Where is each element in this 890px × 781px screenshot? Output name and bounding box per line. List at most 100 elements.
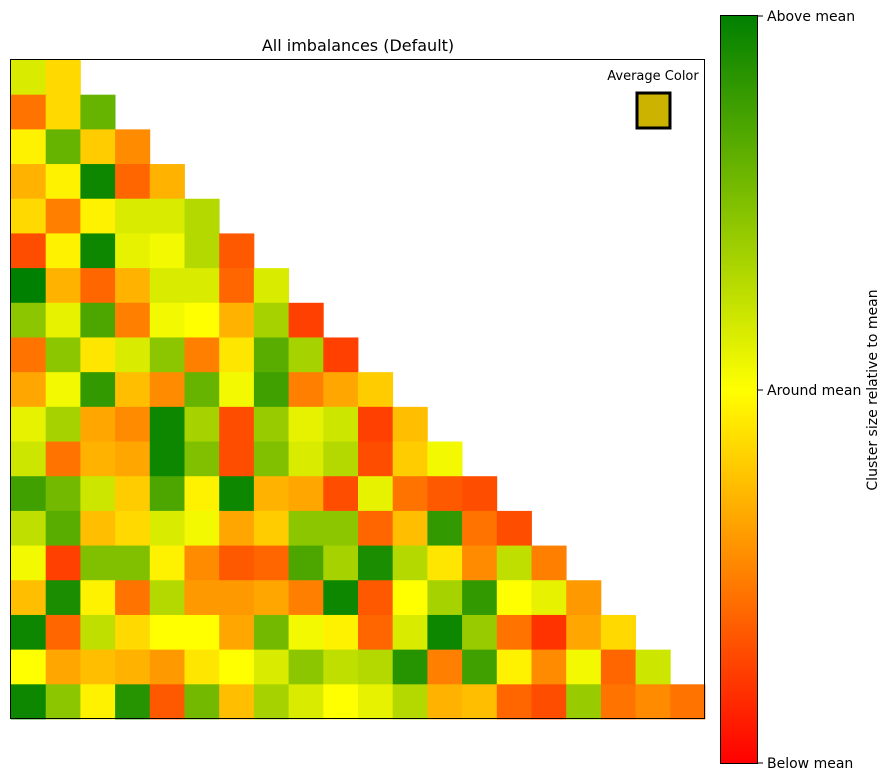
heatmap-cell-r8-c7 — [253, 337, 289, 373]
heatmap-cell-r2-c0 — [11, 129, 47, 165]
heatmap-cell-r13-c12 — [427, 510, 463, 546]
heatmap-cell-r18-c15 — [531, 684, 567, 720]
heatmap-cell-r15-c1 — [45, 580, 81, 616]
heatmap-cell-r8-c8 — [288, 337, 324, 373]
heatmap-cell-r13-c13 — [462, 510, 498, 546]
heatmap-cell-r0-c0 — [11, 60, 47, 96]
heatmap-cell-r8-c4 — [149, 337, 185, 373]
colorbar-tick-above-mean: Above mean — [767, 9, 855, 25]
heatmap-cell-r18-c19 — [670, 684, 706, 720]
heatmap-cell-r16-c7 — [253, 614, 289, 651]
heatmap-cell-r11-c9 — [323, 441, 359, 477]
colorbar-tick-around-mean: Around mean — [767, 383, 861, 399]
heatmap-cell-r11-c11 — [392, 441, 428, 477]
heatmap-cell-r6-c6 — [219, 268, 255, 304]
heatmap-cell-r12-c11 — [392, 476, 428, 512]
heatmap-cell-r12-c3 — [115, 476, 151, 512]
heatmap-cell-r8-c1 — [45, 337, 81, 373]
heatmap-cell-r8-c0 — [11, 337, 47, 373]
heatmap-cell-r5-c0 — [11, 233, 47, 269]
heatmap-cell-r10-c2 — [80, 406, 116, 442]
heatmap-cell-r18-c9 — [323, 684, 359, 720]
heatmap-cell-r15-c6 — [219, 580, 255, 616]
colorbar-label: Cluster size relative to mean — [865, 289, 881, 490]
heatmap-cell-r15-c3 — [115, 580, 151, 616]
heatmap-cell-r13-c9 — [323, 510, 359, 546]
heatmap-cell-r7-c3 — [115, 302, 151, 338]
heatmap-cell-r16-c3 — [115, 614, 151, 651]
heatmap-cell-r17-c2 — [80, 649, 116, 685]
heatmap-cell-r14-c14 — [496, 545, 532, 581]
heatmap-cell-r18-c4 — [149, 684, 185, 720]
heatmap-cell-r17-c11 — [392, 649, 428, 685]
heatmap-cell-r12-c6 — [219, 476, 255, 512]
heatmap-cell-r2-c1 — [45, 129, 81, 165]
plot-frame — [10, 59, 705, 719]
average-color-swatch — [635, 91, 672, 130]
heatmap-cell-r5-c2 — [80, 233, 116, 269]
heatmap-cell-r14-c15 — [531, 545, 567, 581]
heatmap-cell-r3-c3 — [115, 164, 151, 200]
heatmap-cell-r17-c14 — [496, 649, 532, 685]
heatmap-cell-r15-c5 — [184, 580, 220, 616]
heatmap-cell-r9-c7 — [253, 372, 289, 408]
heatmap-cell-r17-c17 — [600, 649, 636, 685]
heatmap-cell-r11-c6 — [219, 441, 255, 477]
heatmap-cell-r11-c5 — [184, 441, 220, 477]
heatmap-cell-r18-c3 — [115, 684, 151, 720]
heatmap-cell-r12-c12 — [427, 476, 463, 512]
heatmap-cell-r9-c2 — [80, 372, 116, 408]
heatmap-cell-r11-c1 — [45, 441, 81, 477]
heatmap-cell-r2-c2 — [80, 129, 116, 165]
heatmap-cell-r10-c3 — [115, 406, 151, 442]
heatmap-cell-r11-c0 — [11, 441, 47, 477]
heatmap-cell-r14-c3 — [115, 545, 151, 581]
heatmap-cell-r14-c8 — [288, 545, 324, 581]
heatmap-cell-r16-c12 — [427, 614, 463, 651]
heatmap-cell-r14-c4 — [149, 545, 185, 581]
heatmap-cell-r4-c4 — [149, 198, 185, 234]
heatmap-cell-r10-c5 — [184, 406, 220, 442]
heatmap-cell-r16-c13 — [462, 614, 498, 651]
heatmap-cell-r15-c14 — [496, 580, 532, 616]
heatmap-cell-r16-c5 — [184, 614, 220, 651]
heatmap-cell-r15-c4 — [149, 580, 185, 616]
heatmap-cell-r12-c13 — [462, 476, 498, 512]
heatmap-cell-r9-c8 — [288, 372, 324, 408]
heatmap-cell-r13-c8 — [288, 510, 324, 546]
heatmap-cell-r12-c9 — [323, 476, 359, 512]
heatmap-cell-r12-c5 — [184, 476, 220, 512]
heatmap-cell-r4-c5 — [184, 198, 220, 234]
heatmap-cell-r14-c1 — [45, 545, 81, 581]
heatmap-cell-r15-c16 — [566, 580, 602, 616]
heatmap-cell-r9-c0 — [11, 372, 47, 408]
heatmap-cell-r18-c2 — [80, 684, 116, 720]
heatmap-cell-r18-c0 — [11, 684, 47, 720]
heatmap-cell-r6-c4 — [149, 268, 185, 304]
heatmap-cell-r8-c2 — [80, 337, 116, 373]
heatmap-cell-r10-c11 — [392, 406, 428, 442]
heatmap-cell-r10-c9 — [323, 406, 359, 442]
heatmap-cell-r7-c8 — [288, 302, 324, 338]
heatmap-cell-r15-c0 — [11, 580, 47, 616]
heatmap-cell-r13-c14 — [496, 510, 532, 546]
heatmap-cell-r17-c12 — [427, 649, 463, 685]
heatmap-cell-r8-c6 — [219, 337, 255, 373]
heatmap-cell-r4-c1 — [45, 198, 81, 234]
heatmap-cell-r18-c12 — [427, 684, 463, 720]
heatmap-cell-r4-c2 — [80, 198, 116, 234]
heatmap-cell-r14-c7 — [253, 545, 289, 581]
heatmap-cell-r18-c10 — [358, 684, 394, 720]
heatmap-cell-r18-c17 — [600, 684, 636, 720]
heatmap-cell-r12-c4 — [149, 476, 185, 512]
heatmap-cell-r16-c14 — [496, 614, 532, 651]
heatmap-cell-r14-c0 — [11, 545, 47, 581]
heatmap-cell-r8-c9 — [323, 337, 359, 373]
heatmap-cell-r14-c2 — [80, 545, 116, 581]
heatmap-cell-r15-c15 — [531, 580, 567, 616]
heatmap-cell-r15-c12 — [427, 580, 463, 616]
heatmap-cell-r14-c13 — [462, 545, 498, 581]
heatmap-cell-r9-c10 — [358, 372, 394, 408]
heatmap-cell-r10-c4 — [149, 406, 185, 442]
heatmap-cell-r15-c8 — [288, 580, 324, 616]
